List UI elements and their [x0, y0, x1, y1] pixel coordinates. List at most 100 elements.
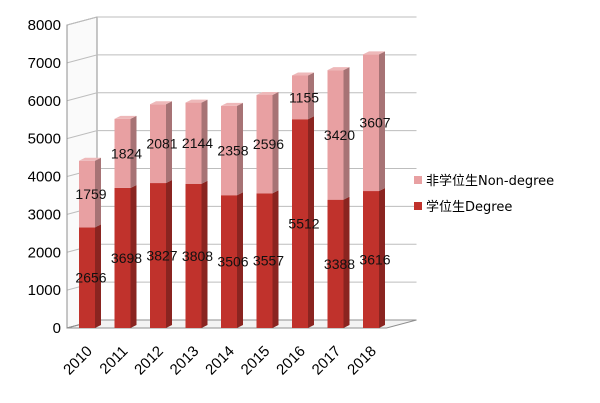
- bar-segment: [114, 115, 137, 188]
- x-tick-label: 2013: [167, 343, 203, 379]
- legend-label-degree: 学位生Degree: [426, 199, 512, 215]
- bar-top: [292, 72, 314, 76]
- x-axis-tick-labels: 2010 2011 2012 2013 2014 2015 2016 2017 2018: [60, 343, 380, 379]
- bar-segment: [185, 99, 208, 184]
- bar-front: [79, 227, 95, 328]
- bar-side: [201, 99, 208, 184]
- y-tick-label: 1000: [28, 282, 61, 299]
- x-tick-label: 2010: [60, 343, 96, 379]
- bar-side: [379, 188, 385, 328]
- data-label: 3808: [182, 248, 213, 264]
- bar-top: [150, 101, 172, 105]
- bar-side: [237, 102, 243, 196]
- y-tick-label: 7000: [28, 55, 61, 72]
- data-label: 1759: [75, 186, 106, 202]
- bar-side: [272, 190, 279, 328]
- bar-top: [363, 51, 385, 55]
- data-label: 3616: [359, 252, 390, 268]
- gridline: [66, 16, 417, 26]
- y-tick-label: 0: [53, 320, 61, 337]
- bar-segment: [363, 188, 385, 328]
- bar-top: [327, 67, 350, 71]
- bar-side: [95, 157, 101, 228]
- bar-front: [327, 199, 344, 328]
- bar-segment: [327, 67, 350, 200]
- bar-front: [114, 187, 131, 328]
- bar-segment: [256, 91, 279, 194]
- data-label: 2358: [217, 143, 248, 159]
- bar-side: [201, 180, 208, 328]
- bar-top: [221, 102, 243, 106]
- bar-front: [292, 75, 308, 120]
- data-label: 2144: [182, 135, 213, 151]
- bar-side: [343, 67, 350, 200]
- legend-swatch-degree: [414, 202, 422, 210]
- bar-top: [185, 99, 208, 103]
- data-label: 5512: [288, 216, 319, 232]
- data-labels: 2656 1759 3698 1824 3827 2081 3808 2144 3506 2358…: [75, 89, 390, 285]
- bar-segment: [292, 116, 314, 328]
- bar-side: [166, 180, 172, 328]
- bar-front: [292, 119, 308, 328]
- legend-swatch-non-degree: [414, 176, 422, 184]
- bar-side: [95, 224, 101, 328]
- bar-top: [114, 115, 137, 119]
- y-tick-label: 6000: [28, 93, 61, 110]
- bar-front: [221, 105, 237, 196]
- x-tick-label: 2018: [344, 343, 380, 379]
- bar-segment: [79, 224, 101, 328]
- data-label: 3388: [324, 256, 355, 272]
- x-tick-label: 2016: [273, 343, 309, 379]
- bar-side: [166, 101, 172, 184]
- bar-top: [79, 157, 101, 161]
- bar-segment: [292, 72, 314, 120]
- bar-side: [379, 51, 385, 192]
- bars: [79, 51, 385, 328]
- bar-front: [185, 102, 202, 184]
- bar-segment: [150, 180, 172, 328]
- data-label: 3607: [359, 115, 390, 131]
- bar-segment: [114, 184, 137, 328]
- y-tick-label: 2000: [28, 244, 61, 261]
- y-tick-label: 3000: [28, 206, 61, 223]
- bar-front: [221, 195, 237, 328]
- data-label: 1155: [289, 89, 319, 105]
- x-tick-label: 2012: [131, 343, 167, 379]
- bar-front: [114, 118, 131, 188]
- bar-front: [185, 183, 202, 328]
- bar-segment: [256, 190, 279, 328]
- y-tick-label: 4000: [28, 169, 61, 186]
- bar-top: [256, 91, 279, 95]
- data-label: 2081: [146, 136, 177, 152]
- bar-front: [256, 193, 273, 328]
- legend-label-non-degree: 非学位生Non-degree: [426, 173, 554, 189]
- bar-segment: [363, 51, 385, 192]
- data-label: 1824: [111, 145, 142, 161]
- data-label: 3557: [253, 253, 284, 269]
- bar-side: [343, 196, 350, 328]
- y-tick-label: 5000: [28, 131, 61, 148]
- data-label: 3420: [324, 127, 355, 143]
- bar-side: [272, 91, 279, 194]
- x-tick-label: 2014: [202, 343, 238, 379]
- data-label: 2596: [253, 136, 284, 152]
- bar-side: [130, 115, 137, 188]
- x-tick-label: 2017: [309, 343, 345, 379]
- gridline: [66, 54, 417, 64]
- bar-front: [363, 191, 379, 328]
- bar-segment: [221, 192, 243, 328]
- bar-segment: [185, 180, 208, 328]
- x-tick-label: 2015: [238, 343, 274, 379]
- bar-side: [308, 72, 314, 120]
- bar-segment: [221, 102, 243, 196]
- data-label: 2656: [75, 270, 106, 286]
- bar-side: [237, 192, 243, 328]
- bar-front: [327, 70, 344, 200]
- x-tick-label: 2011: [96, 343, 131, 378]
- bar-front: [150, 104, 166, 184]
- bar-segment: [150, 101, 172, 184]
- data-label: 3506: [217, 254, 248, 270]
- bar-side: [308, 116, 314, 328]
- bar-front: [79, 160, 95, 228]
